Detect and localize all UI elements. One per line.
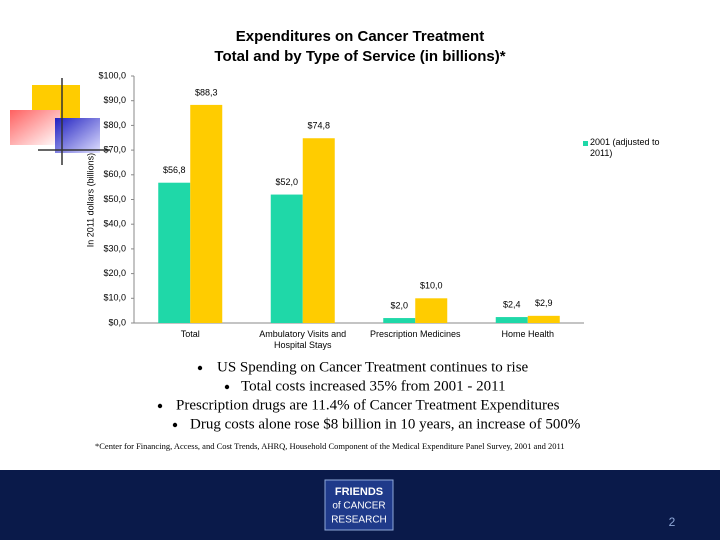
legend-label: 2001 (adjusted to 2011) [590,137,660,158]
bullet-dot [224,384,230,390]
data-label: $88,3 [195,87,218,97]
data-label: $2,0 [390,300,408,310]
bar [302,138,335,323]
y-tick-label: $70,0 [103,144,126,154]
legend-swatch [583,141,588,146]
y-tick-label: $30,0 [103,243,126,253]
bullet-text: Prescription drugs are 11.4% of Cancer T… [176,397,560,413]
bar [270,194,303,323]
x-tick-label: Prescription Medicines [369,329,461,339]
bar [158,182,191,323]
y-tick-label: $0,0 [108,317,126,327]
bullet-text: Total costs increased 35% from 2001 - 20… [241,378,506,394]
bullet-text: US Spending on Cancer Treatment continue… [217,359,529,375]
chart-title: Expenditures on Cancer Treatment [236,28,484,45]
bar [495,317,528,323]
y-tick-label: $100,0 [98,70,126,80]
logo-text: RESEARCH [331,515,387,526]
chart-title: Total and by Type of Service (in billion… [214,48,505,65]
bar [383,318,416,323]
decor-square [10,110,60,145]
page-number: 2 [669,515,676,529]
y-tick-label: $90,0 [103,95,126,105]
y-axis-label: In 2011 dollars (billions) [85,153,95,247]
data-label: $10,0 [420,281,443,291]
y-tick-label: $80,0 [103,120,126,130]
data-label: $2,4 [503,299,521,309]
bullet-dot [197,365,203,371]
data-label: $56,8 [163,165,186,175]
bar [527,315,560,323]
logo-box [324,479,394,531]
logo-text: FRIENDS [335,486,383,498]
y-tick-label: $20,0 [103,268,126,278]
footnote: *Center for Financing, Access, and Cost … [95,441,565,451]
bar [415,298,448,323]
bullet-dot [157,403,163,409]
y-tick-label: $10,0 [103,293,126,303]
x-tick-label: Home Health [501,329,555,339]
data-label: $2,9 [535,298,553,308]
data-label: $74,8 [307,121,330,131]
x-tick-label: Total [180,329,200,339]
bar [190,104,223,323]
bullet-text: Drug costs alone rose $8 billion in 10 y… [190,416,580,432]
y-tick-label: $60,0 [103,169,126,179]
bullet-dot [172,422,178,428]
x-tick-label: Ambulatory Visits and Hospital Stays [259,329,347,350]
y-tick-label: $40,0 [103,219,126,229]
data-label: $52,0 [275,177,298,187]
y-tick-label: $50,0 [103,194,126,204]
logo-text: of CANCER [332,501,385,512]
